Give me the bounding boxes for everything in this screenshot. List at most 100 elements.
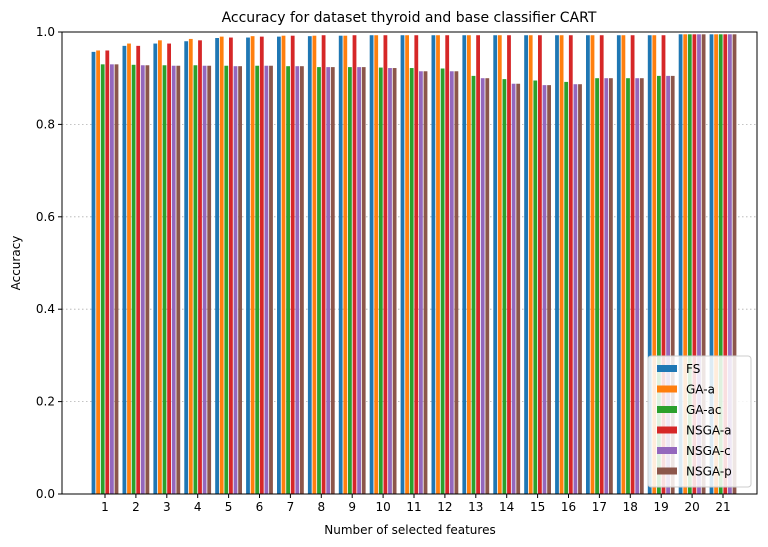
bar-ga-a-1	[96, 50, 100, 494]
bar-nsga-p-14	[516, 83, 521, 495]
bar-nsga-a-20	[692, 34, 697, 495]
chart-title: Accuracy for dataset thyroid and base cl…	[222, 10, 597, 26]
bar-nsga-c-8	[326, 67, 331, 495]
legend-swatch-fs	[657, 365, 677, 372]
bar-fs-3	[153, 43, 158, 495]
bar-ga-a-21	[714, 34, 718, 495]
bar-ga-ac-11	[409, 68, 414, 494]
bar-fs-5	[215, 38, 219, 494]
y-tick-label: 0.6	[36, 210, 55, 224]
bar-nsga-a-9	[352, 35, 357, 494]
y-tick-label: 1.0	[36, 25, 55, 39]
x-tick-label: 8	[317, 500, 325, 514]
y-axis: 0.0 0.2 0.4 0.6 0.8 1.0	[36, 25, 62, 501]
x-tick-label: 20	[684, 500, 699, 514]
bar-nsga-a-16	[568, 35, 573, 494]
legend-swatch-nsga-a	[657, 426, 677, 434]
x-tick-label: 4	[194, 500, 202, 514]
bar-nsga-c-5	[233, 66, 238, 494]
bar-nsga-p-11	[423, 71, 428, 495]
x-tick-label: 17	[592, 500, 607, 514]
bar-ga-a-7	[281, 35, 286, 494]
x-tick-label: 1	[101, 500, 109, 514]
bar-nsga-a-14	[507, 35, 511, 494]
legend-label-nsga-c: NSGA-c	[686, 444, 731, 458]
x-tick-label: 21	[715, 500, 730, 514]
x-tick-label: 18	[623, 500, 638, 514]
bar-ga-ac-15	[533, 80, 538, 494]
bar-ga-ac-8	[317, 67, 321, 495]
bar-fs-14	[493, 35, 498, 494]
x-tick-label: 10	[375, 500, 390, 514]
bar-ga-ac-6	[255, 65, 260, 494]
bar-ga-a-19	[652, 35, 657, 494]
bar-ga-ac-3	[162, 65, 167, 494]
bar-nsga-c-11	[419, 71, 423, 495]
bar-nsga-p-6	[269, 65, 273, 494]
bar-ga-a-9	[343, 35, 348, 494]
bar-ga-ac-13	[471, 75, 476, 494]
y-tick-label: 0.8	[36, 117, 55, 131]
bar-nsga-a-2	[136, 45, 141, 495]
legend-label-ga-ac: GA-ac	[686, 403, 722, 417]
bar-nsga-p-1	[114, 64, 119, 494]
bar-ga-a-15	[528, 35, 533, 494]
bar-nsga-c-15	[542, 85, 547, 494]
x-tick-label: 3	[163, 500, 171, 514]
bar-nsga-p-16	[578, 84, 582, 495]
bar-nsga-c-2	[140, 65, 145, 494]
bar-nsga-p-8	[330, 67, 335, 495]
bar-fs-8	[307, 36, 312, 494]
bar-fs-19	[647, 35, 652, 494]
plot-frame	[61, 31, 758, 495]
bar-nsga-c-4	[202, 65, 207, 494]
bar-ga-a-20	[683, 34, 688, 495]
bar-nsga-a-15	[538, 35, 542, 494]
bar-nsga-p-13	[485, 78, 490, 494]
legend-swatch-nsga-c	[657, 447, 677, 454]
bar-nsga-p-10	[392, 68, 397, 494]
bar-nsga-a-6	[259, 36, 264, 495]
x-tick-label: 12	[437, 500, 452, 514]
bar-ga-a-18	[621, 35, 626, 494]
bar-nsga-p-3	[176, 65, 181, 494]
bar-ga-a-6	[250, 36, 255, 494]
bar-ga-ac-19	[657, 75, 661, 494]
bar-nsga-a-7	[290, 35, 295, 494]
bars	[91, 34, 737, 495]
bar-fs-13	[462, 35, 467, 494]
y-tick-label: 0.0	[36, 487, 55, 501]
bar-fs-2	[122, 45, 127, 495]
bar-ga-ac-14	[502, 79, 507, 495]
bar-nsga-a-21	[723, 34, 728, 495]
x-axis-label: Number of selected features	[324, 523, 495, 537]
legend-label-fs: FS	[686, 362, 700, 376]
y-axis-label: Accuracy	[9, 236, 23, 291]
bar-nsga-p-18	[639, 78, 644, 494]
x-tick-label: 15	[530, 500, 545, 514]
bar-fs-21	[709, 34, 714, 495]
bar-nsga-a-12	[445, 35, 450, 494]
bar-nsga-c-20	[697, 34, 701, 495]
bar-fs-6	[246, 37, 250, 494]
bar-nsga-a-10	[383, 35, 388, 494]
bar-nsga-p-2	[145, 65, 150, 494]
bar-nsga-c-14	[511, 83, 516, 495]
bar-ga-a-14	[497, 35, 502, 494]
bar-ga-ac-5	[224, 65, 229, 494]
bar-nsga-a-13	[476, 35, 480, 494]
bar-fs-20	[678, 34, 683, 495]
legend-label-nsga-p: NSGA-p	[686, 465, 732, 479]
bar-fs-17	[586, 35, 590, 494]
bar-ga-a-2	[127, 43, 131, 495]
bar-ga-ac-9	[348, 67, 352, 495]
bar-nsga-c-6	[264, 65, 269, 494]
bar-fs-11	[400, 35, 405, 494]
legend-swatch-ga-a	[657, 385, 677, 393]
bar-nsga-c-12	[449, 71, 454, 495]
x-tick-label: 7	[287, 500, 295, 514]
legend-label-ga-a: GA-a	[686, 383, 715, 397]
bar-ga-a-10	[374, 35, 379, 494]
bar-ga-ac-18	[626, 78, 630, 494]
x-tick-label: 16	[561, 500, 576, 514]
